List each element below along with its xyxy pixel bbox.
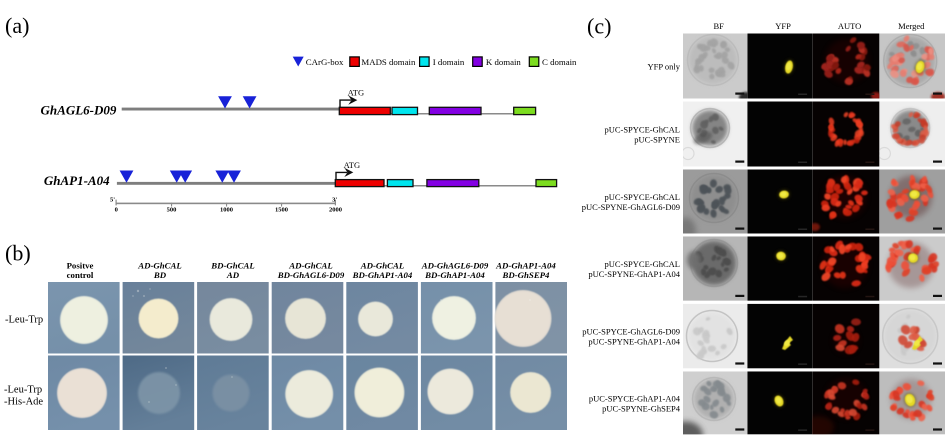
svg-text:CArG-box: CArG-box bbox=[306, 57, 344, 67]
svg-text:pUC-SPYNE: pUC-SPYNE bbox=[634, 135, 680, 145]
svg-text:1000: 1000 bbox=[220, 207, 233, 214]
svg-text:ATG: ATG bbox=[348, 88, 365, 98]
svg-text:AD-GhCAL: AD-GhCAL bbox=[360, 261, 405, 271]
svg-text:pUC-SPYNE-GhAP1-A04: pUC-SPYNE-GhAP1-A04 bbox=[588, 337, 680, 347]
svg-text:pUC-SPYNE-GhAGL6-D09: pUC-SPYNE-GhAGL6-D09 bbox=[582, 202, 680, 212]
svg-text:-His-Ade: -His-Ade bbox=[4, 397, 43, 408]
svg-text:1500: 1500 bbox=[275, 207, 288, 214]
svg-text:pUC-SPYCE-GhCAL: pUC-SPYCE-GhCAL bbox=[604, 125, 680, 135]
svg-text:AUTO: AUTO bbox=[838, 21, 861, 31]
svg-text:2000: 2000 bbox=[329, 207, 342, 214]
svg-text:(b): (b) bbox=[5, 241, 31, 266]
svg-text:500: 500 bbox=[167, 207, 177, 214]
svg-text:AD-GhAGL6-D09: AD-GhAGL6-D09 bbox=[421, 261, 489, 271]
svg-text:YFP: YFP bbox=[775, 21, 791, 31]
svg-text:(c): (c) bbox=[587, 14, 611, 39]
svg-text:AD: AD bbox=[226, 270, 240, 280]
svg-text:pUC-SPYCE-GhCAL: pUC-SPYCE-GhCAL bbox=[604, 192, 680, 202]
svg-text:BD-GhCAL: BD-GhCAL bbox=[210, 261, 255, 271]
svg-text:AD-GhCAL: AD-GhCAL bbox=[288, 261, 333, 271]
svg-text:BF: BF bbox=[713, 21, 724, 31]
svg-text:I domain: I domain bbox=[433, 57, 465, 67]
svg-text:GhAP1-A04: GhAP1-A04 bbox=[44, 173, 110, 188]
svg-text:5': 5' bbox=[110, 197, 115, 204]
svg-text:BD-GhAP1-A04: BD-GhAP1-A04 bbox=[352, 270, 413, 280]
svg-text:pUC-SPYNE-GhSEP4: pUC-SPYNE-GhSEP4 bbox=[602, 404, 681, 414]
svg-text:BD: BD bbox=[153, 270, 167, 280]
svg-text:BD-GhAP1-A04: BD-GhAP1-A04 bbox=[424, 270, 485, 280]
svg-text:GhAGL6-D09: GhAGL6-D09 bbox=[41, 103, 117, 118]
svg-text:(a): (a) bbox=[5, 13, 29, 38]
svg-text:BD-GhAGL6-D09: BD-GhAGL6-D09 bbox=[277, 270, 345, 280]
svg-text:YFP only: YFP only bbox=[647, 62, 680, 72]
svg-text:3': 3' bbox=[332, 197, 337, 204]
svg-text:AD-GhAP1-A04: AD-GhAP1-A04 bbox=[495, 261, 556, 271]
svg-text:MADS domain: MADS domain bbox=[361, 57, 416, 67]
svg-text:pUC-SPYNE-GhAP1-A04: pUC-SPYNE-GhAP1-A04 bbox=[588, 269, 680, 279]
svg-text:pUC-SPYCE-GhAP1-A04: pUC-SPYCE-GhAP1-A04 bbox=[589, 394, 681, 404]
svg-text:Positve: Positve bbox=[67, 261, 94, 271]
svg-text:AD-GhCAL: AD-GhCAL bbox=[137, 261, 182, 271]
svg-text:C domain: C domain bbox=[542, 57, 577, 67]
svg-text:BD-GhSEP4: BD-GhSEP4 bbox=[502, 270, 551, 280]
svg-text:Merged: Merged bbox=[898, 21, 925, 31]
svg-text:-Leu-Trp: -Leu-Trp bbox=[5, 315, 43, 326]
svg-text:control: control bbox=[67, 270, 94, 280]
svg-text:-Leu-Trp: -Leu-Trp bbox=[4, 385, 42, 396]
svg-text:ATG: ATG bbox=[344, 160, 361, 170]
svg-text:pUC-SPYCE-GhAGL6-D09: pUC-SPYCE-GhAGL6-D09 bbox=[582, 327, 680, 337]
svg-text:0: 0 bbox=[115, 207, 118, 214]
svg-text:pUC-SPYCE-GhCAL: pUC-SPYCE-GhCAL bbox=[604, 259, 680, 269]
svg-text:K domain: K domain bbox=[486, 57, 522, 67]
